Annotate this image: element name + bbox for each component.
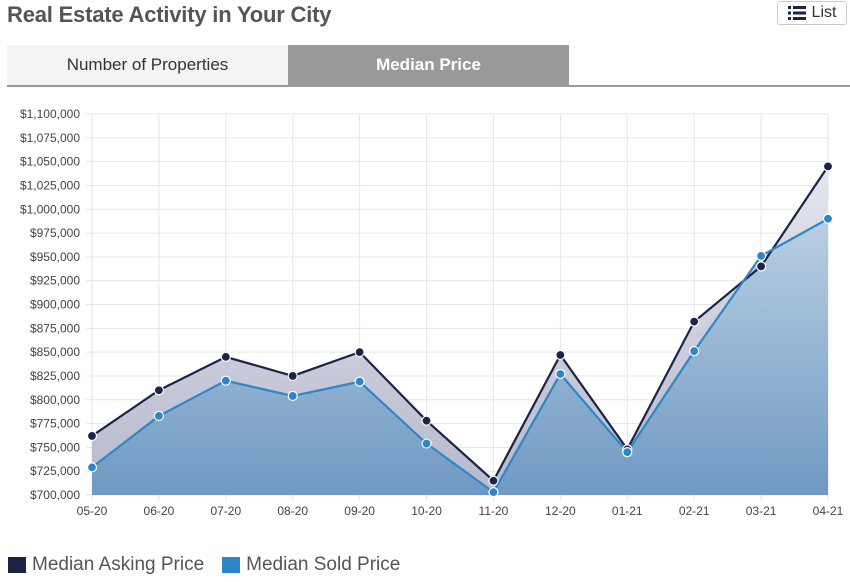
asking-price-point xyxy=(287,370,298,382)
x-tick-label: 05-20 xyxy=(77,504,108,518)
asking-price-point xyxy=(755,261,767,272)
legend-swatch-asking xyxy=(8,557,26,573)
y-tick-label: $1,025,000 xyxy=(20,178,80,192)
list-icon xyxy=(787,6,806,20)
x-tick-label: 03-21 xyxy=(746,504,777,518)
sold-price-point xyxy=(220,375,231,386)
asking-price-line xyxy=(91,165,829,483)
asking-price-point xyxy=(354,347,365,358)
y-tick-label: $975,000 xyxy=(30,226,80,240)
y-tick-label: $875,000 xyxy=(30,321,80,335)
sold-price-point xyxy=(153,410,165,422)
y-tick-label: $700,000 xyxy=(30,488,80,502)
x-tick-label: 08-20 xyxy=(277,504,308,518)
asking-price-point xyxy=(421,415,432,426)
asking-price-point xyxy=(153,385,165,396)
y-tick-label: $825,000 xyxy=(30,369,80,383)
y-tick-label: $1,050,000 xyxy=(20,155,80,169)
y-tick-label: $1,100,000 xyxy=(20,107,80,121)
sold-price-point xyxy=(354,376,365,387)
sold-price-line xyxy=(91,217,829,494)
x-tick-label: 07-20 xyxy=(210,504,241,518)
tab-median-price[interactable]: Median Price xyxy=(288,45,569,85)
sold-price-point xyxy=(86,462,98,473)
asking-price-point xyxy=(488,475,499,486)
y-tick-label: $725,000 xyxy=(30,464,80,478)
sold-price-point xyxy=(622,447,633,458)
list-view-button[interactable]: List xyxy=(777,1,847,25)
legend-swatch-sold xyxy=(222,557,241,573)
y-tick-label: $1,075,000 xyxy=(20,131,80,145)
page-title: Real Estate Activity in Your City xyxy=(7,2,332,27)
sold-price-area xyxy=(92,218,828,495)
sold-price-point xyxy=(755,250,767,262)
x-tick-label: 04-21 xyxy=(813,504,844,518)
asking-price-point xyxy=(689,316,700,327)
asking-price-point xyxy=(86,430,98,442)
sold-price-point xyxy=(822,213,834,224)
legend-item-sold[interactable]: Median Sold Price xyxy=(222,554,400,576)
sold-price-point xyxy=(488,487,499,498)
asking-price-point xyxy=(555,349,566,361)
y-tick-label: $775,000 xyxy=(30,417,80,431)
x-tick-label: 12-20 xyxy=(545,504,576,518)
chart-legend: Median Asking Price Median Sold Price xyxy=(8,554,400,576)
tab-bar: Number of Properties Median Price xyxy=(7,45,850,87)
y-tick-label: $850,000 xyxy=(30,345,80,359)
legend-label-asking: Median Asking Price xyxy=(32,554,205,575)
sold-price-point xyxy=(689,346,700,357)
y-tick-label: $1,000,000 xyxy=(20,202,80,216)
x-tick-label: 01-21 xyxy=(612,504,643,518)
y-tick-label: $800,000 xyxy=(30,393,80,407)
x-tick-label: 09-20 xyxy=(344,504,375,518)
list-button-label: List xyxy=(811,4,837,21)
sold-price-point xyxy=(287,390,298,402)
legend-item-asking[interactable]: Median Asking Price xyxy=(8,554,204,576)
price-chart: $700,000 $725,000 $750,000 $775,000 $800,000… xyxy=(20,107,844,518)
legend-label-sold: Median Sold Price xyxy=(246,554,401,575)
x-tick-label: 10-20 xyxy=(411,504,442,518)
asking-price-point xyxy=(220,351,231,362)
y-tick-label: $925,000 xyxy=(30,274,80,288)
sold-price-point xyxy=(555,368,566,380)
tab-number-of-properties[interactable]: Number of Properties xyxy=(7,45,288,85)
asking-price-point xyxy=(822,161,834,172)
y-tick-label: $900,000 xyxy=(30,298,80,312)
x-tick-label: 02-21 xyxy=(679,504,710,518)
x-tick-label: 11-20 xyxy=(479,504,509,518)
y-tick-label: $750,000 xyxy=(30,440,80,454)
x-tick-label: 06-20 xyxy=(144,504,175,518)
sold-price-point xyxy=(421,438,432,449)
y-tick-label: $950,000 xyxy=(30,250,80,264)
